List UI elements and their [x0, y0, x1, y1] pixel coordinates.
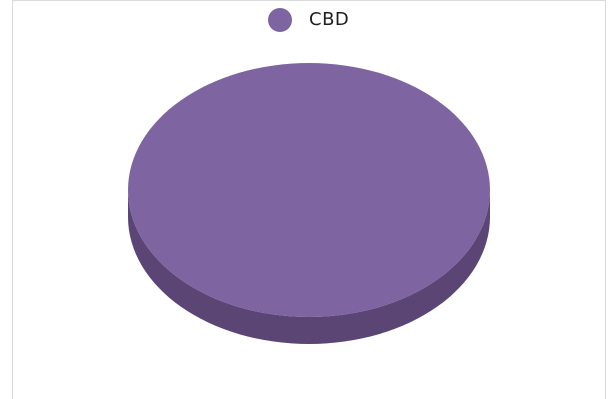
pie-group — [128, 63, 490, 344]
chart-legend: CBD — [268, 8, 349, 32]
legend-label-cbd: CBD — [309, 9, 350, 30]
pie-side-cbd — [128, 190, 490, 344]
legend-swatch-cbd — [268, 8, 292, 32]
pie-slice-cbd — [128, 63, 490, 317]
